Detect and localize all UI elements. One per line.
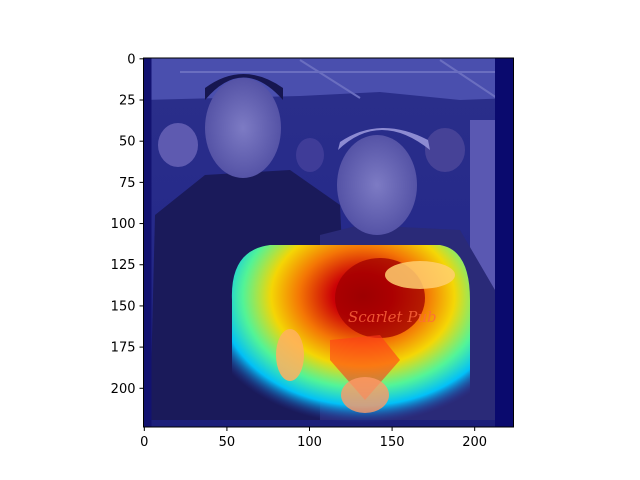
y-tick-label: 100 xyxy=(111,217,136,232)
y-tick-label: 25 xyxy=(119,94,136,109)
axes-frame xyxy=(143,57,514,428)
y-tick-label: 175 xyxy=(111,341,136,356)
y-tick-label: 0 xyxy=(127,52,135,67)
x-tick-label: 50 xyxy=(219,435,236,450)
svg-text:Scarlet Pub: Scarlet Pub xyxy=(348,308,437,326)
y-axis: 0 25 50 75 100 125 150 175 200 xyxy=(111,52,144,397)
x-tick-label: 100 xyxy=(297,435,322,450)
y-tick-label: 150 xyxy=(111,299,136,314)
y-tick-label: 75 xyxy=(119,176,136,191)
y-tick-label: 125 xyxy=(111,258,136,273)
y-tick-label: 50 xyxy=(119,135,136,150)
x-tick-label: 200 xyxy=(462,435,487,450)
x-tick-label: 150 xyxy=(380,435,405,450)
x-tick-label: 0 xyxy=(140,435,148,450)
x-axis: 0 50 100 150 200 xyxy=(140,427,487,450)
heatmap-image: Scarlet Pub xyxy=(143,58,514,427)
y-tick-label: 200 xyxy=(111,382,136,397)
